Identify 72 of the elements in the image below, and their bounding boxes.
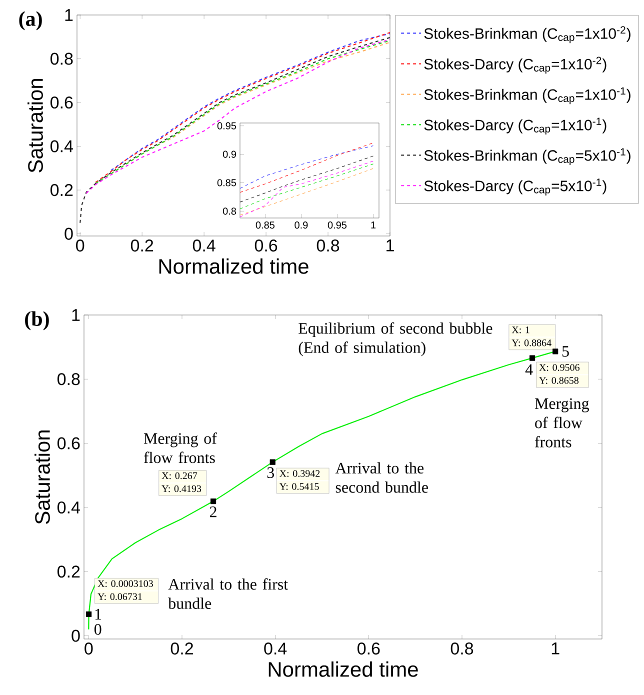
y-tick-label: 0.2 [50,184,73,196]
y-tick-label: 0.4 [57,501,80,514]
x-tick-label: 0.85 [256,222,275,229]
point [86,611,92,617]
annotation: Y: 0.5415 [279,483,319,490]
legend-label: Stokes-Brinkman (C$_{cap}$=1x10$^{-1}$) [424,87,630,104]
x-axis-title: Normalized time [268,661,418,677]
annotation: Merging of flow fronts [534,398,589,448]
annotation: Y: 0.8864 [512,339,552,346]
legend-label: Stokes-Darcy (C$_{cap}$=5x10$^{-1}$) [424,178,606,196]
legend-label: Stokes-Darcy (C$_{cap}$=1x10$^{-1}$) [424,118,606,135]
line-series [240,168,374,216]
annotation: X: 1 [512,326,530,334]
x-tick-label: 0.2 [130,240,154,252]
x-tick-label: 0.8 [450,642,474,655]
line-series [240,160,374,218]
x-tick-label: 0 [84,642,93,655]
annotation: X: 0.0003103 [98,580,153,588]
annotation: 5 [562,346,569,357]
annotation: 3 [267,467,274,478]
y-tick-label: 0.2 [57,566,80,578]
y-tick-label: 0.8 [222,208,236,215]
y-axis-title: Saturation [28,79,43,172]
x-tick-label: 0.2 [170,642,193,655]
annotation: X: 0.267 [162,472,198,480]
y-tick-label: 0.95 [217,122,236,130]
y-axis-title: Saturation [34,430,50,524]
y-tick-label: 0.4 [50,140,73,152]
y-tick-label: 0 [72,630,80,642]
annotation: 2 [210,506,216,518]
chart-title: (a) [19,11,42,30]
annotation: X: 0.3942 [280,470,320,477]
annotation: Y: 0.4193 [162,485,202,492]
annotation: 1 [95,608,102,620]
annotation: Arrival to the second bundle [335,462,428,493]
line-series [240,164,374,210]
legend-label: Stokes-Brinkman (C$_{cap}$=5x10$^{-1}$) [424,148,630,165]
annotation: Equilibrium of second bubble (End of simulation) [298,322,492,356]
legend-label: Stokes-Darcy (C$_{cap}$=1x10$^{-2}$) [424,56,606,74]
point [270,459,276,465]
line-series [240,156,374,202]
point [552,348,558,354]
annotation: 4 [525,364,533,375]
x-tick-label: 0.6 [358,642,380,655]
x-tick-label: 1 [552,642,560,654]
annotation: 0 [94,624,102,635]
point [210,498,216,504]
x-tick-label: 0.9 [294,222,308,229]
x-tick-label: 1 [386,240,394,252]
legend-label: Stokes-Brinkman (C$_{cap}$=1x10$^{-2}$) [424,26,630,44]
y-tick-label: 0.9 [222,150,236,158]
annotation: Y: 0.06731 [98,593,142,600]
y-tick-label: 0.6 [57,437,80,450]
annotation: Y: 0.8658 [539,377,579,384]
x-tick-label: 0.4 [264,642,287,655]
x-tick-label: 1 [371,222,376,228]
y-tick-label: 1 [65,9,73,21]
y-tick-label: 0.6 [50,96,73,109]
annotation: Merging of flow fronts [144,432,217,464]
x-tick-label: 0.6 [254,240,278,252]
y-tick-label: 1 [72,309,80,321]
y-tick-label: 0.8 [50,52,73,65]
x-tick-label: 0.95 [328,222,347,229]
x-tick-label: 0.8 [316,240,340,252]
annotation: Arrival to the first bundle [168,578,288,609]
annotation: X: 0.9506 [539,364,580,371]
y-tick-label: 0.85 [217,179,236,186]
y-tick-label: 0.8 [57,373,80,386]
x-tick-label: 0.4 [192,240,216,252]
point [529,355,536,361]
x-axis-title: Normalized time [159,258,308,274]
chart-title: (b) [25,311,49,330]
